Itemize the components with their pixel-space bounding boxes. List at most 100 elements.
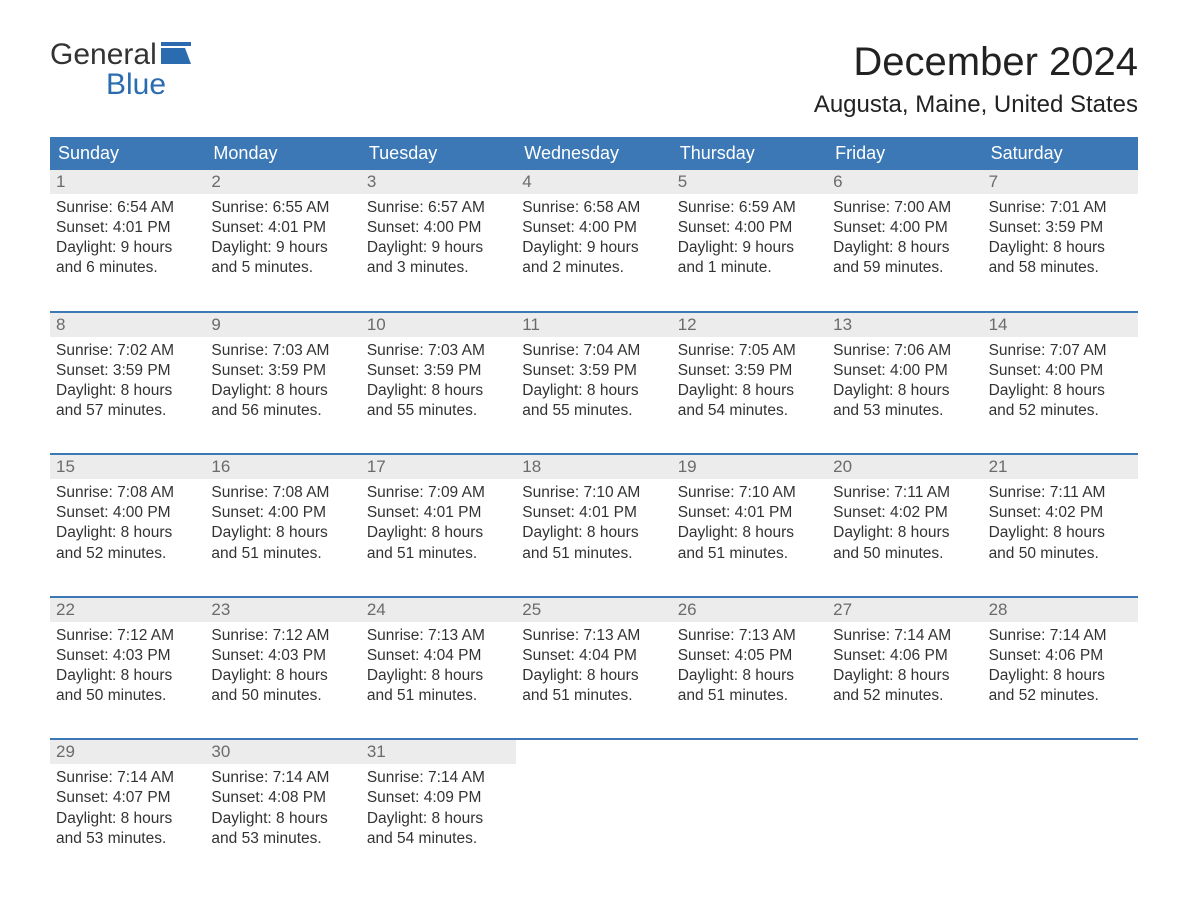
day-cell: Sunrise: 7:13 AMSunset: 4:05 PMDaylight:… <box>672 622 827 715</box>
sunset-text: Sunset: 4:01 PM <box>367 503 510 523</box>
day-cell <box>516 764 671 857</box>
day-number: 15 <box>50 455 205 479</box>
day-number: 2 <box>205 170 360 194</box>
daylight-line2: and 50 minutes. <box>211 686 354 706</box>
daylight-line2: and 55 minutes. <box>367 401 510 421</box>
daylight-line1: Daylight: 8 hours <box>367 523 510 543</box>
sunrise-text: Sunrise: 6:55 AM <box>211 198 354 218</box>
weekday-header-cell: Friday <box>827 137 982 170</box>
day-cell <box>672 764 827 857</box>
day-cell: Sunrise: 7:03 AMSunset: 3:59 PMDaylight:… <box>205 337 360 430</box>
daylight-line2: and 54 minutes. <box>367 829 510 849</box>
day-number <box>827 740 982 764</box>
daylight-line1: Daylight: 8 hours <box>367 381 510 401</box>
calendar-week: 891011121314Sunrise: 7:02 AMSunset: 3:59… <box>50 311 1138 430</box>
daylight-line1: Daylight: 8 hours <box>833 523 976 543</box>
daylight-line2: and 51 minutes. <box>367 686 510 706</box>
day-number: 25 <box>516 598 671 622</box>
day-number: 9 <box>205 313 360 337</box>
daylight-line1: Daylight: 8 hours <box>989 666 1132 686</box>
daylight-line2: and 50 minutes. <box>989 544 1132 564</box>
day-number: 6 <box>827 170 982 194</box>
daylight-line2: and 53 minutes. <box>833 401 976 421</box>
daylight-line2: and 52 minutes. <box>989 401 1132 421</box>
day-cell: Sunrise: 7:07 AMSunset: 4:00 PMDaylight:… <box>983 337 1138 430</box>
day-cell: Sunrise: 7:12 AMSunset: 4:03 PMDaylight:… <box>50 622 205 715</box>
daylight-line1: Daylight: 8 hours <box>678 666 821 686</box>
sunset-text: Sunset: 4:09 PM <box>367 788 510 808</box>
day-number: 29 <box>50 740 205 764</box>
page-header: General Blue December 2024 Augusta, Main… <box>50 40 1138 119</box>
sunset-text: Sunset: 4:04 PM <box>367 646 510 666</box>
daylight-line1: Daylight: 8 hours <box>989 238 1132 258</box>
sunrise-text: Sunrise: 7:14 AM <box>211 768 354 788</box>
day-cell: Sunrise: 7:11 AMSunset: 4:02 PMDaylight:… <box>983 479 1138 572</box>
sunset-text: Sunset: 4:08 PM <box>211 788 354 808</box>
daylight-line2: and 51 minutes. <box>522 544 665 564</box>
daylight-line1: Daylight: 8 hours <box>367 666 510 686</box>
day-cell <box>983 764 1138 857</box>
daylight-line1: Daylight: 9 hours <box>367 238 510 258</box>
sunrise-text: Sunrise: 7:14 AM <box>367 768 510 788</box>
daylight-line1: Daylight: 8 hours <box>56 523 199 543</box>
daylight-line2: and 2 minutes. <box>522 258 665 278</box>
daylight-line1: Daylight: 8 hours <box>678 523 821 543</box>
daylight-line1: Daylight: 8 hours <box>56 809 199 829</box>
sunrise-text: Sunrise: 7:07 AM <box>989 341 1132 361</box>
sunrise-text: Sunrise: 7:09 AM <box>367 483 510 503</box>
day-number: 11 <box>516 313 671 337</box>
day-cell: Sunrise: 7:04 AMSunset: 3:59 PMDaylight:… <box>516 337 671 430</box>
day-number: 4 <box>516 170 671 194</box>
sunrise-text: Sunrise: 6:54 AM <box>56 198 199 218</box>
daylight-line2: and 53 minutes. <box>56 829 199 849</box>
daylight-line2: and 57 minutes. <box>56 401 199 421</box>
month-title: December 2024 <box>814 40 1138 85</box>
sunrise-text: Sunrise: 7:13 AM <box>678 626 821 646</box>
day-cell: Sunrise: 6:57 AMSunset: 4:00 PMDaylight:… <box>361 194 516 287</box>
sunrise-text: Sunrise: 7:13 AM <box>367 626 510 646</box>
calendar-week: 15161718192021Sunrise: 7:08 AMSunset: 4:… <box>50 453 1138 572</box>
sunset-text: Sunset: 4:01 PM <box>522 503 665 523</box>
sunset-text: Sunset: 4:00 PM <box>56 503 199 523</box>
daylight-line2: and 51 minutes. <box>678 544 821 564</box>
sunrise-text: Sunrise: 7:14 AM <box>989 626 1132 646</box>
daylight-line1: Daylight: 8 hours <box>211 666 354 686</box>
sunrise-text: Sunrise: 7:11 AM <box>989 483 1132 503</box>
day-cell: Sunrise: 7:13 AMSunset: 4:04 PMDaylight:… <box>516 622 671 715</box>
calendar-week: 22232425262728Sunrise: 7:12 AMSunset: 4:… <box>50 596 1138 715</box>
day-cell: Sunrise: 7:14 AMSunset: 4:08 PMDaylight:… <box>205 764 360 857</box>
sunset-text: Sunset: 3:59 PM <box>367 361 510 381</box>
day-cell: Sunrise: 6:55 AMSunset: 4:01 PMDaylight:… <box>205 194 360 287</box>
weekday-header-cell: Saturday <box>983 137 1138 170</box>
day-cell: Sunrise: 6:54 AMSunset: 4:01 PMDaylight:… <box>50 194 205 287</box>
sunset-text: Sunset: 4:00 PM <box>833 361 976 381</box>
weekday-header-cell: Tuesday <box>361 137 516 170</box>
sunset-text: Sunset: 4:05 PM <box>678 646 821 666</box>
sunset-text: Sunset: 4:02 PM <box>989 503 1132 523</box>
daylight-line1: Daylight: 8 hours <box>522 666 665 686</box>
day-number: 31 <box>361 740 516 764</box>
title-block: December 2024 Augusta, Maine, United Sta… <box>814 40 1138 119</box>
day-cell: Sunrise: 7:14 AMSunset: 4:06 PMDaylight:… <box>983 622 1138 715</box>
daylight-line2: and 51 minutes. <box>367 544 510 564</box>
day-cell: Sunrise: 7:11 AMSunset: 4:02 PMDaylight:… <box>827 479 982 572</box>
daylight-line2: and 55 minutes. <box>522 401 665 421</box>
sunset-text: Sunset: 4:00 PM <box>678 218 821 238</box>
day-number <box>672 740 827 764</box>
day-number: 5 <box>672 170 827 194</box>
sunrise-text: Sunrise: 7:14 AM <box>833 626 976 646</box>
daylight-line1: Daylight: 9 hours <box>56 238 199 258</box>
day-number: 28 <box>983 598 1138 622</box>
day-cell: Sunrise: 7:14 AMSunset: 4:07 PMDaylight:… <box>50 764 205 857</box>
location-label: Augusta, Maine, United States <box>814 91 1138 119</box>
day-cell: Sunrise: 7:03 AMSunset: 3:59 PMDaylight:… <box>361 337 516 430</box>
daylight-line2: and 50 minutes. <box>833 544 976 564</box>
daylight-line2: and 51 minutes. <box>211 544 354 564</box>
sunset-text: Sunset: 3:59 PM <box>989 218 1132 238</box>
day-cell: Sunrise: 7:14 AMSunset: 4:09 PMDaylight:… <box>361 764 516 857</box>
daylight-line2: and 52 minutes. <box>56 544 199 564</box>
sunset-text: Sunset: 4:01 PM <box>678 503 821 523</box>
sunrise-text: Sunrise: 7:08 AM <box>56 483 199 503</box>
day-cell: Sunrise: 6:59 AMSunset: 4:00 PMDaylight:… <box>672 194 827 287</box>
sunrise-text: Sunrise: 7:06 AM <box>833 341 976 361</box>
